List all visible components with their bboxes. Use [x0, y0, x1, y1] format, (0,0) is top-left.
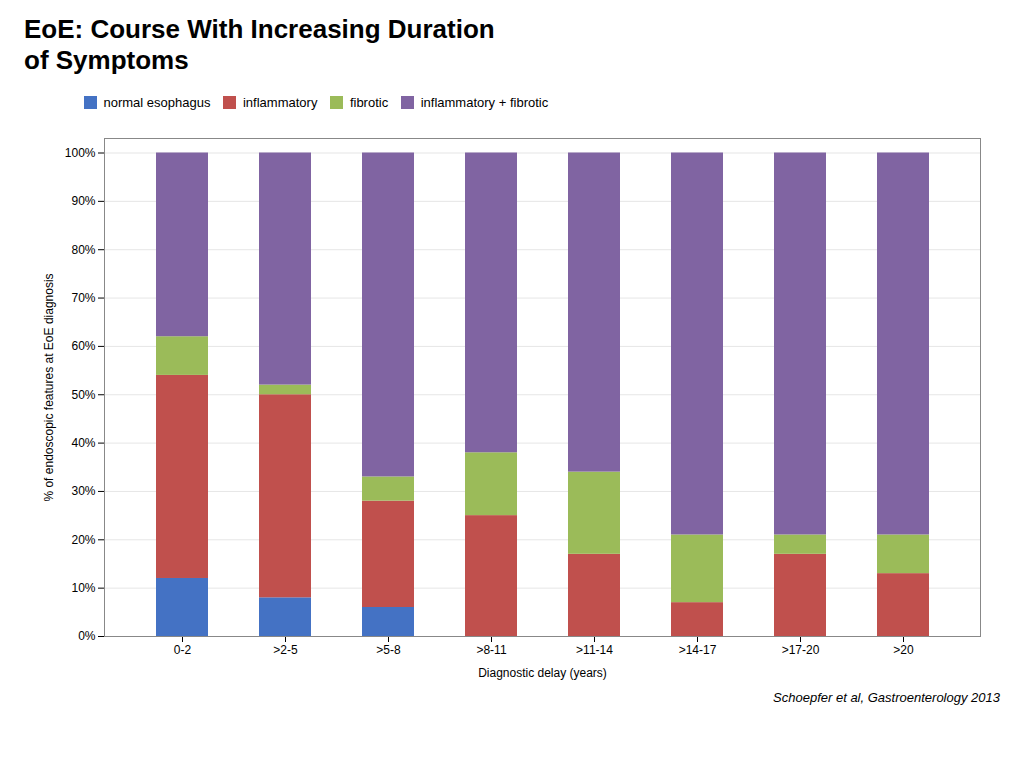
html-text:EoE: Course With Increasing Du: EoE: Course With Increasing Duration of …: [24, 14, 495, 76]
svg-text:Diagnostic delay (years): Diagnostic delay (years): [478, 665, 607, 679]
svg-text:>5-8: >5-8: [376, 643, 401, 657]
svg-text:>8-11: >8-11: [476, 643, 506, 657]
svg-text:60%: 60%: [71, 339, 95, 353]
svg-text:>11-14: >11-14: [576, 643, 613, 657]
html-text:inflammatory: inflammatory: [243, 95, 318, 111]
html-text:Schoepfer et al, Gastroenterol: Schoepfer et al, Gastroenterology 2013: [773, 689, 1000, 705]
svg-text:40%: 40%: [71, 436, 95, 450]
svg-text:>20: >20: [893, 643, 914, 657]
svg-text:80%: 80%: [71, 242, 95, 256]
svg-text:10%: 10%: [71, 581, 95, 595]
html-text:normal esophagus: normal esophagus: [103, 95, 211, 111]
svg-text:>2-5: >2-5: [273, 643, 298, 657]
html-text:inflammatory + fibrotic: inflammatory + fibrotic: [420, 95, 549, 111]
svg-text:>14-17: >14-17: [679, 643, 717, 657]
svg-text:20%: 20%: [71, 533, 95, 547]
svg-text:30%: 30%: [71, 484, 95, 498]
html-text:fibrotic: fibrotic: [349, 95, 389, 111]
svg-text:90%: 90%: [71, 194, 95, 208]
svg-text:100%: 100%: [65, 146, 96, 160]
svg-text:% of endoscopic features at Eo: % of endoscopic features at EoE diagnosi…: [42, 273, 56, 501]
svg-text:>17-20: >17-20: [782, 643, 820, 657]
svg-text:0%: 0%: [78, 629, 96, 643]
svg-text:50%: 50%: [71, 387, 95, 401]
svg-text:0-2: 0-2: [174, 643, 192, 657]
svg-text:70%: 70%: [71, 291, 95, 305]
